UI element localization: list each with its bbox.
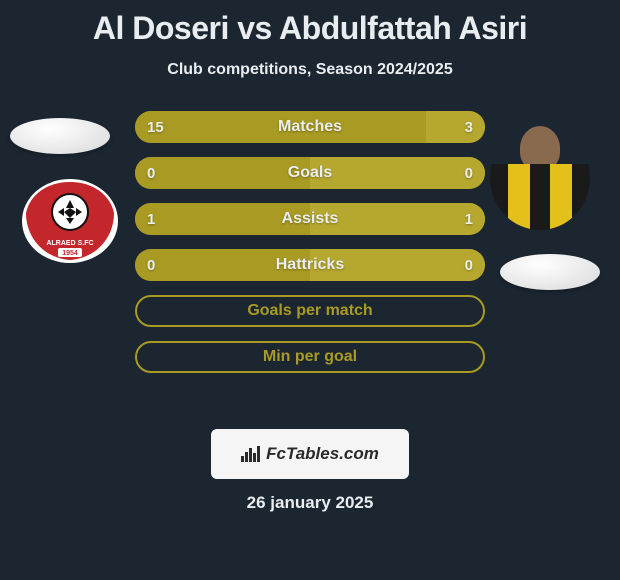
stat-row: Hattricks0 0 xyxy=(135,249,485,281)
stat-row: Assists1 1 xyxy=(135,203,485,235)
page-title: Al Doseri vs Abdulfattah Asiri xyxy=(0,0,620,47)
brand-badge: FcTables.com xyxy=(211,429,409,479)
stat-row-empty: Min per goal xyxy=(135,341,485,373)
stat-value-left: 0 xyxy=(147,157,155,189)
brand-icon xyxy=(241,446,260,462)
stat-row-empty: Goals per match xyxy=(135,295,485,327)
stat-value-left: 0 xyxy=(147,249,155,281)
stat-value-right: 1 xyxy=(465,203,473,235)
date-label: 26 january 2025 xyxy=(0,493,620,513)
comparison-infographic: Al Doseri vs Abdulfattah Asiri Club comp… xyxy=(0,0,620,580)
subtitle: Club competitions, Season 2024/2025 xyxy=(0,61,620,79)
stat-value-right: 3 xyxy=(465,111,473,143)
stats-area: Matches153Goals00Assists11Hattricks00Goa… xyxy=(0,111,620,421)
stat-value-left: 1 xyxy=(147,203,155,235)
brand-label: FcTables.com xyxy=(266,444,379,464)
stat-value-right: 0 xyxy=(465,249,473,281)
stat-value-left: 15 xyxy=(147,111,164,143)
stat-row: Matches15 3 xyxy=(135,111,485,143)
stat-label: Goals xyxy=(135,157,485,189)
stat-label: Hattricks xyxy=(135,249,485,281)
stat-row: Goals0 0 xyxy=(135,157,485,189)
stat-label: Matches xyxy=(135,111,485,143)
stat-value-right: 0 xyxy=(465,157,473,189)
stat-label: Assists xyxy=(135,203,485,235)
